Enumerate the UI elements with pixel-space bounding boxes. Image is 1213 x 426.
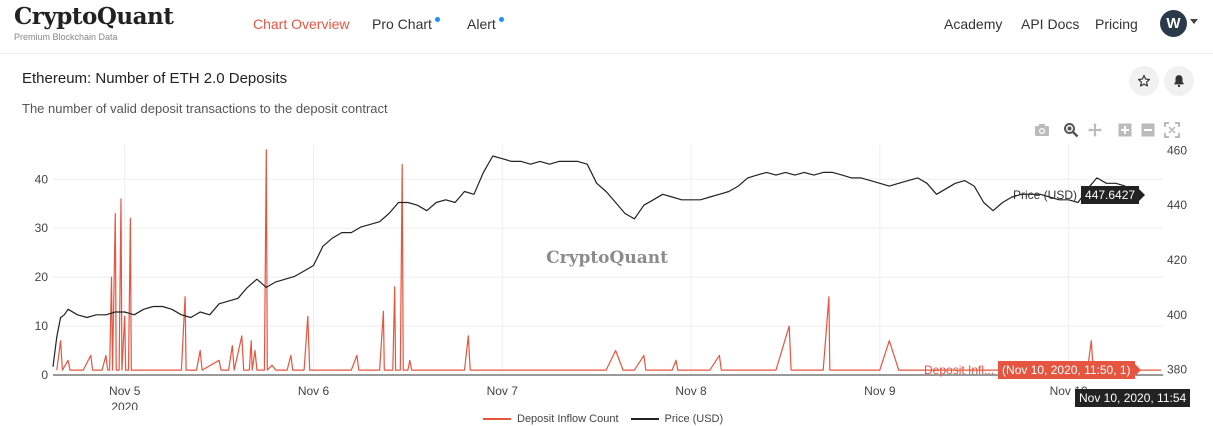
price-series bbox=[52, 155, 1126, 367]
deposit-inflow-line bbox=[56, 149, 1162, 371]
brand-name: CryptoQuant bbox=[14, 3, 174, 30]
hover-pointer bbox=[1139, 189, 1146, 201]
deposit-hover-label: Deposit Infl... (Nov 10, 2020, 11:50, 1) bbox=[924, 361, 1141, 379]
y-right-tick-label: 380 bbox=[1167, 363, 1187, 377]
new-indicator-dot bbox=[498, 17, 504, 22]
x-tick-label: Nov 5 bbox=[109, 384, 141, 398]
camera-icon[interactable] bbox=[1034, 122, 1050, 138]
x-tick-label: Nov 6 bbox=[298, 384, 330, 398]
x-tick-label: Nov 9 bbox=[864, 384, 896, 398]
star-icon bbox=[1137, 74, 1151, 87]
alert-bell-button[interactable] bbox=[1164, 66, 1194, 96]
nav-pro-chart[interactable]: Pro Chart bbox=[372, 16, 440, 32]
brand-logo[interactable]: CryptoQuant Premium Blockchain Data bbox=[14, 3, 174, 43]
deposit-series bbox=[56, 149, 1162, 371]
brand-tagline: Premium Blockchain Data bbox=[14, 32, 118, 42]
zoom-icon[interactable] bbox=[1063, 122, 1079, 138]
autoscale-icon[interactable] bbox=[1164, 122, 1180, 138]
legend-item-price[interactable]: Price (USD) bbox=[630, 413, 724, 425]
price-line bbox=[52, 155, 1126, 367]
chart-plot[interactable]: CryptoQuant Nov 5 Nov 6 Nov 7 Nov 8 Nov 9 Nov… bbox=[0, 135, 1213, 410]
chevron-down-icon[interactable] bbox=[1190, 19, 1198, 24]
y-right-tick-label: 440 bbox=[1167, 198, 1187, 212]
top-navbar: CryptoQuant Premium Blockchain Data Char… bbox=[0, 0, 1213, 54]
chart-gridlines bbox=[53, 145, 1163, 375]
price-hover-name: Price (USD) bbox=[1013, 188, 1078, 202]
chart-title: Ethereum: Number of ETH 2.0 Deposits bbox=[22, 70, 288, 87]
pan-icon[interactable] bbox=[1087, 122, 1103, 138]
chart-legend: Deposit Inflow Count Price (USD) bbox=[483, 413, 723, 425]
legend-label: Deposit Inflow Count bbox=[517, 413, 619, 425]
hover-pointer bbox=[1134, 364, 1141, 376]
zoom-out-icon[interactable] bbox=[1140, 122, 1156, 138]
deposit-hover-name: Deposit Infl... bbox=[924, 363, 995, 377]
y-left-tick-label: 0 bbox=[41, 368, 48, 382]
deposit-hover-value: (Nov 10, 2020, 11:50, 1) bbox=[998, 361, 1135, 379]
nav-pricing[interactable]: Pricing bbox=[1095, 16, 1138, 32]
watermark: CryptoQuant bbox=[546, 248, 668, 268]
x-tick-label: Nov 8 bbox=[675, 384, 707, 398]
bell-icon bbox=[1174, 75, 1184, 88]
x-tick-label: Nov 7 bbox=[487, 384, 519, 398]
y-right-tick-label: 400 bbox=[1167, 308, 1187, 322]
x-year-label: 2020 bbox=[111, 400, 138, 410]
legend-swatch bbox=[630, 418, 659, 420]
legend-swatch bbox=[483, 418, 511, 420]
chart-subtitle: The number of valid deposit transactions… bbox=[22, 101, 388, 116]
nav-alert-label: Alert bbox=[467, 16, 496, 32]
nav-alert[interactable]: Alert bbox=[467, 16, 504, 32]
legend-item-deposit[interactable]: Deposit Inflow Count bbox=[483, 413, 619, 425]
favorite-button[interactable] bbox=[1129, 66, 1159, 96]
y-left-tick-label: 30 bbox=[35, 221, 49, 235]
price-hover-value: 447.6427 bbox=[1081, 186, 1140, 204]
zoom-in-icon[interactable] bbox=[1117, 122, 1133, 138]
y-left-tick-label: 20 bbox=[35, 270, 49, 284]
legend-label: Price (USD) bbox=[664, 413, 724, 425]
y-right-tick-label: 460 bbox=[1167, 143, 1187, 157]
price-hover-label: Price (USD) 447.6427 bbox=[1013, 186, 1146, 204]
x-hover-label: Nov 10, 2020, 11:54 bbox=[1075, 389, 1191, 407]
nav-academy[interactable]: Academy bbox=[944, 16, 1003, 32]
nav-pro-chart-label: Pro Chart bbox=[372, 16, 432, 32]
y-left-tick-label: 10 bbox=[35, 319, 49, 333]
y-right-tick-label: 420 bbox=[1167, 253, 1187, 267]
nav-api-docs[interactable]: API Docs bbox=[1021, 16, 1080, 32]
y-left-tick-label: 40 bbox=[35, 172, 49, 186]
user-avatar[interactable]: W bbox=[1160, 10, 1187, 37]
nav-chart-overview[interactable]: Chart Overview bbox=[253, 16, 350, 32]
new-indicator-dot bbox=[434, 17, 440, 22]
